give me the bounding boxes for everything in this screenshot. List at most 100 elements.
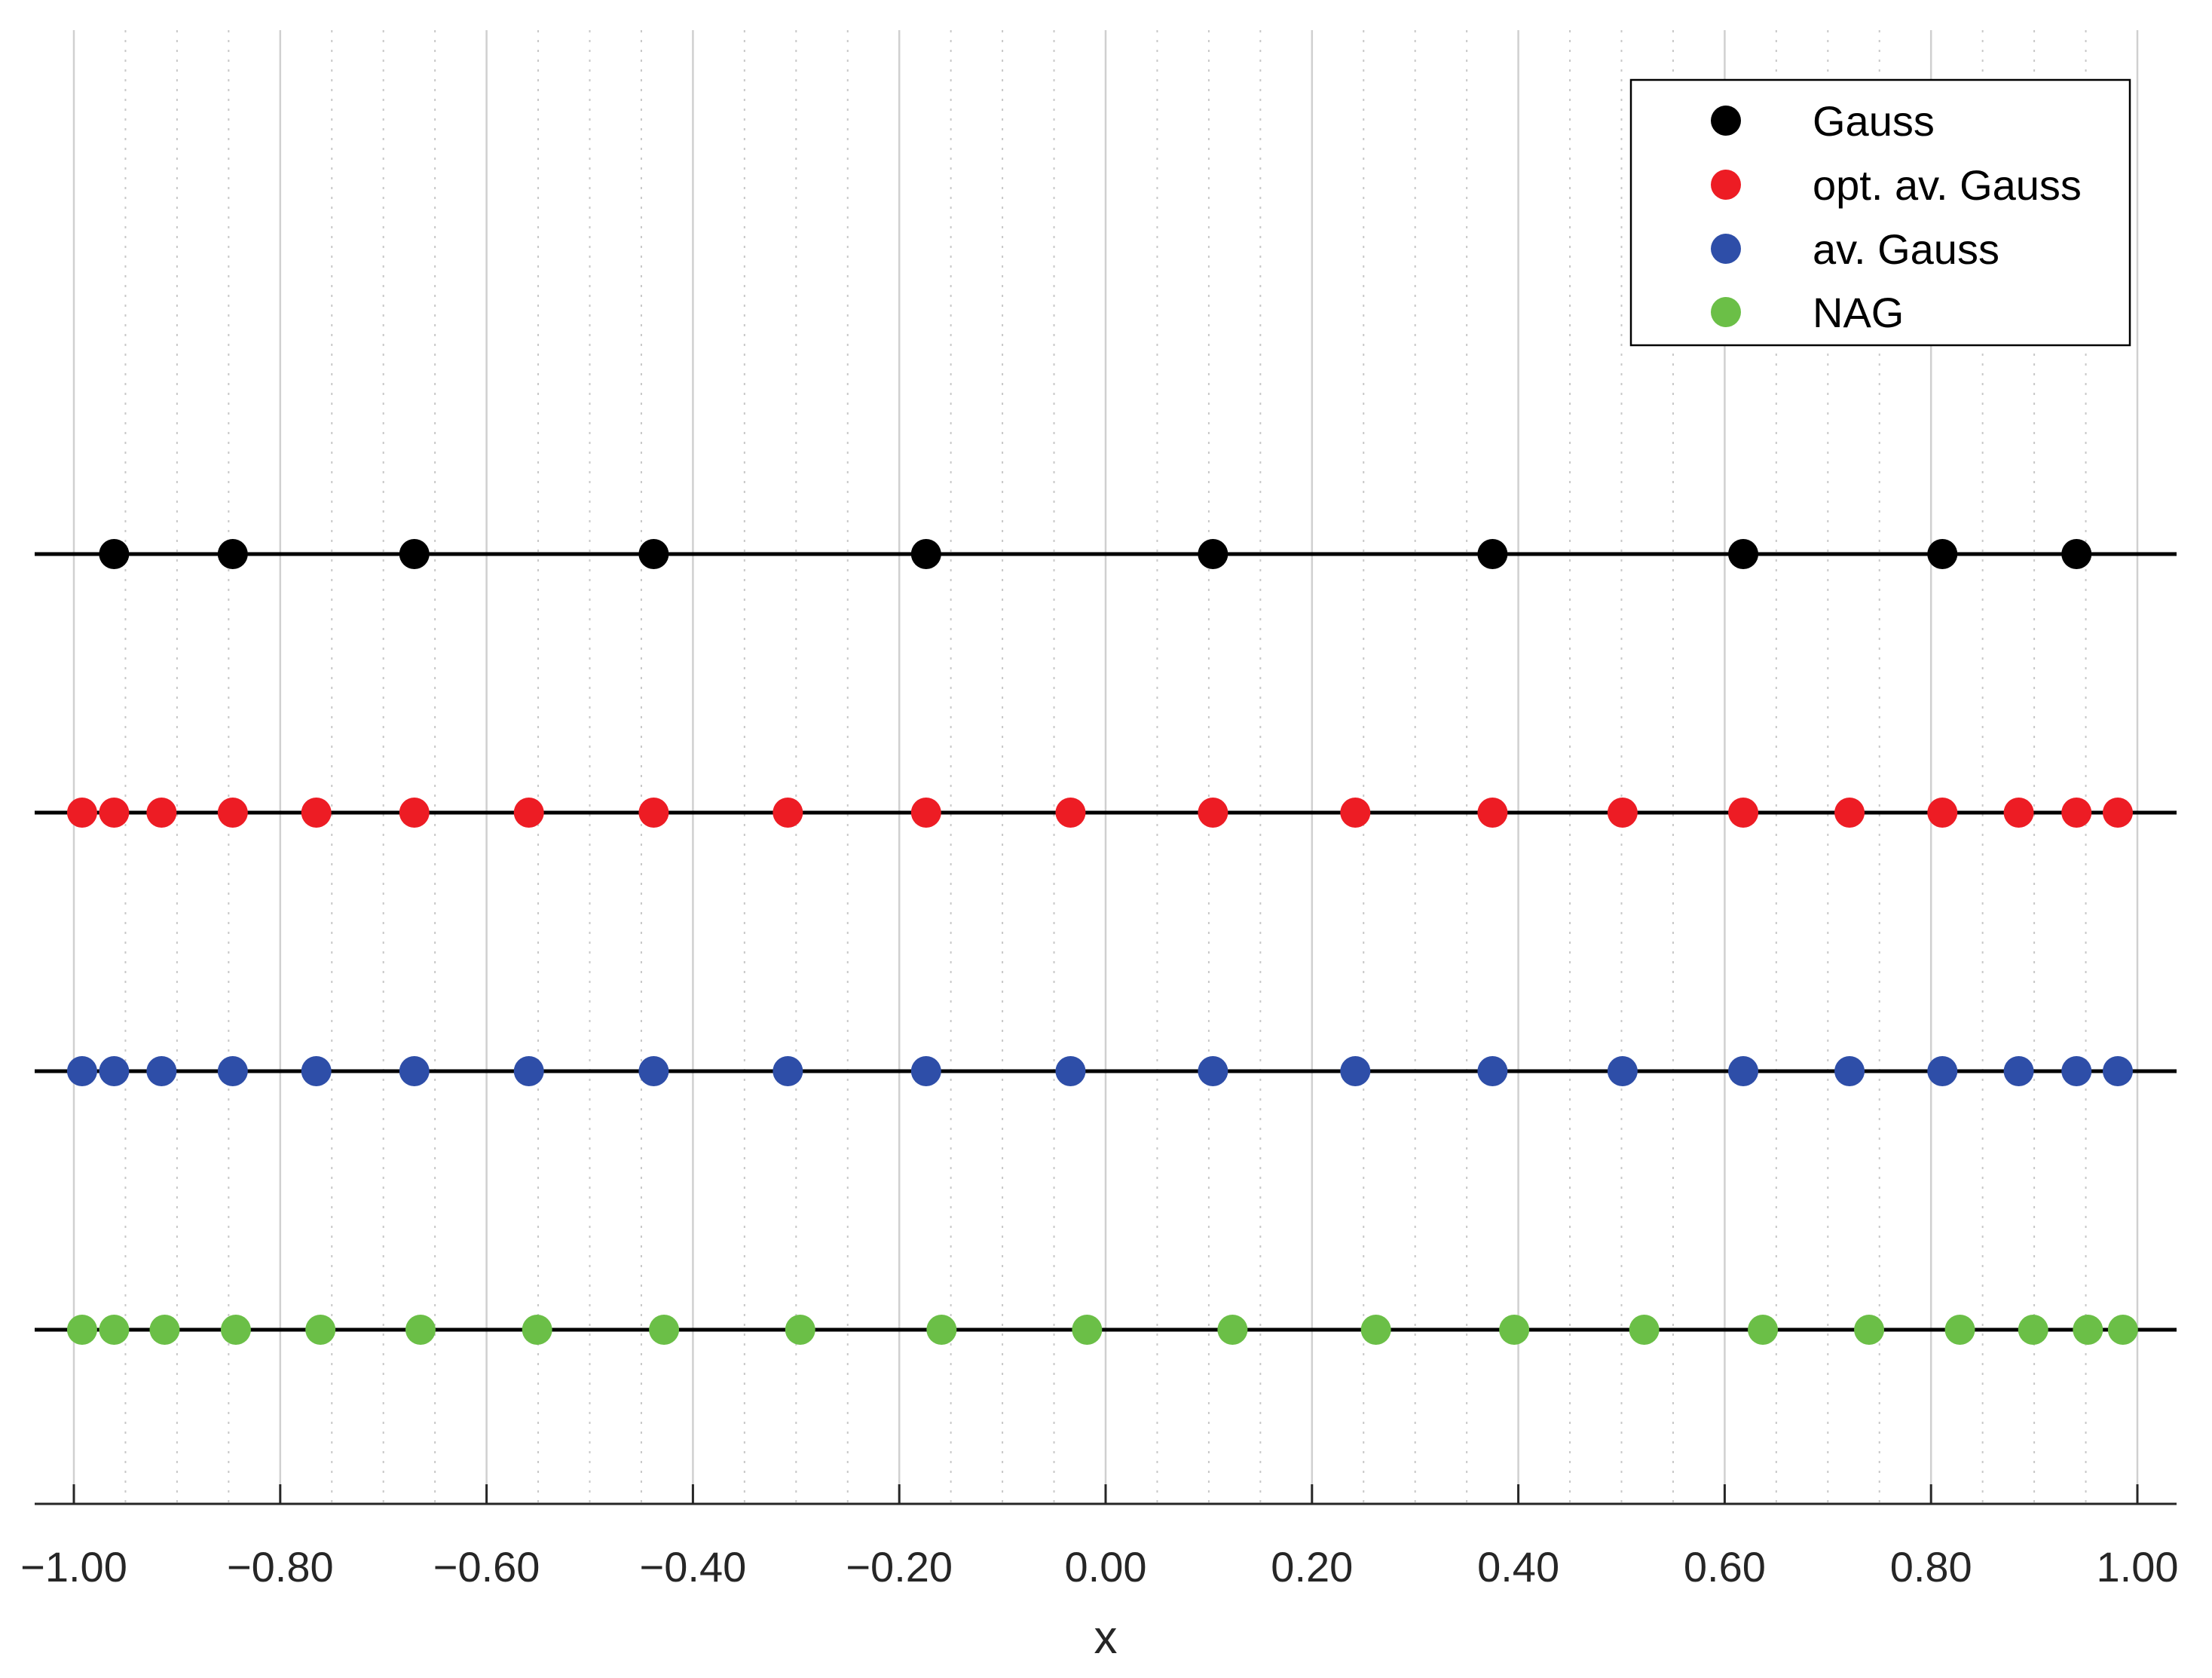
data-point [2003, 798, 2034, 828]
data-point [2073, 1315, 2103, 1345]
data-point [513, 798, 544, 828]
data-point [1927, 539, 1958, 569]
data-point [66, 1056, 97, 1086]
data-point [1340, 798, 1371, 828]
x-tick-label: −0.40 [640, 1543, 747, 1591]
data-point [910, 798, 941, 828]
data-point [2061, 539, 2092, 569]
data-point [1728, 1056, 1759, 1086]
x-axis-ticks: −1.00 −0.80 −0.60 −0.40 −0.20 0.00 0.20 0.40 0.6… [20, 1484, 2179, 1591]
x-tick-label: 0.20 [1271, 1543, 1353, 1591]
x-tick-label: −0.20 [846, 1543, 953, 1591]
data-point [1854, 1315, 1885, 1345]
x-axis: −1.00 −0.80 −0.60 −0.40 −0.20 0.00 0.20 0.40 0.6… [20, 1484, 2179, 1664]
data-point [1072, 1315, 1103, 1345]
data-point [99, 1315, 130, 1345]
data-point [146, 1056, 177, 1086]
data-point [220, 1315, 251, 1345]
data-point [773, 1056, 803, 1086]
data-point [1607, 1056, 1638, 1086]
legend-item: NAG [1711, 289, 1904, 336]
data-point [926, 1315, 957, 1345]
data-point [217, 539, 248, 569]
data-point [301, 798, 332, 828]
data-point [910, 1056, 941, 1086]
data-point [217, 1056, 248, 1086]
data-point [1629, 1315, 1660, 1345]
data-point [638, 798, 669, 828]
data-point [1340, 1056, 1371, 1086]
data-point [1834, 798, 1865, 828]
x-tick-label: 0.00 [1065, 1543, 1147, 1591]
plot-area [35, 539, 2177, 1345]
legend: Gauss opt. av. Gauss av. Gauss NAG [1629, 78, 2131, 347]
data-point [638, 539, 669, 569]
data-point [399, 798, 430, 828]
x-tick-label: −1.00 [20, 1543, 127, 1591]
data-point [1217, 1315, 1248, 1345]
data-point [99, 1056, 130, 1086]
data-point [910, 539, 941, 569]
legend-label: av. Gauss [1813, 225, 1999, 273]
x-tick-label: 0.80 [1890, 1543, 1972, 1591]
series-2 [35, 798, 2177, 828]
data-point [1198, 1056, 1228, 1086]
data-point [1055, 798, 1086, 828]
x-tick-label: −0.60 [433, 1543, 540, 1591]
data-point [146, 798, 177, 828]
legend-label: NAG [1813, 289, 1904, 336]
data-point [405, 1315, 436, 1345]
data-point [1198, 798, 1228, 828]
data-point [305, 1315, 336, 1345]
data-point [638, 1056, 669, 1086]
data-point [1607, 798, 1638, 828]
legend-marker [1711, 234, 1741, 264]
data-point [1477, 539, 1508, 569]
x-axis-label: x [1094, 1612, 1118, 1664]
data-point [99, 539, 130, 569]
data-point [66, 1315, 97, 1345]
legend-label: opt. av. Gauss [1813, 161, 2082, 209]
data-point [1728, 798, 1759, 828]
x-tick-label: 0.40 [1477, 1543, 1559, 1591]
x-tick-label: −0.80 [227, 1543, 334, 1591]
data-point [2102, 1056, 2133, 1086]
data-point [1499, 1315, 1530, 1345]
data-point [1728, 539, 1759, 569]
data-point [1477, 1056, 1508, 1086]
data-point [1198, 539, 1228, 569]
legend-label: Gauss [1813, 97, 1935, 145]
data-point [1927, 798, 1958, 828]
data-point [399, 539, 430, 569]
data-point [2107, 1315, 2138, 1345]
series-1 [35, 539, 2177, 569]
x-tick-label: 1.00 [2097, 1543, 2179, 1591]
legend-item: av. Gauss [1711, 225, 1999, 273]
data-point [1748, 1315, 1779, 1345]
legend-item: opt. av. Gauss [1711, 161, 2082, 209]
data-point [513, 1056, 544, 1086]
legend-items: Gauss opt. av. Gauss av. Gauss NAG [1711, 97, 2082, 336]
series-4 [35, 1315, 2177, 1345]
data-point [1834, 1056, 1865, 1086]
data-point [1055, 1056, 1086, 1086]
data-point [2003, 1056, 2034, 1086]
data-point [785, 1315, 815, 1345]
series-3 [35, 1056, 2177, 1086]
data-point [1927, 1056, 1958, 1086]
data-point [149, 1315, 180, 1345]
legend-marker [1711, 297, 1741, 327]
data-point [649, 1315, 680, 1345]
data-point [99, 798, 130, 828]
x-tick-label: 0.60 [1684, 1543, 1766, 1591]
data-point [66, 798, 97, 828]
data-point [217, 798, 248, 828]
data-point [2102, 798, 2133, 828]
data-point [399, 1056, 430, 1086]
data-point [1944, 1315, 1975, 1345]
data-point [522, 1315, 552, 1345]
legend-marker [1711, 106, 1741, 136]
legend-item: Gauss [1711, 97, 1935, 145]
data-point [2018, 1315, 2048, 1345]
